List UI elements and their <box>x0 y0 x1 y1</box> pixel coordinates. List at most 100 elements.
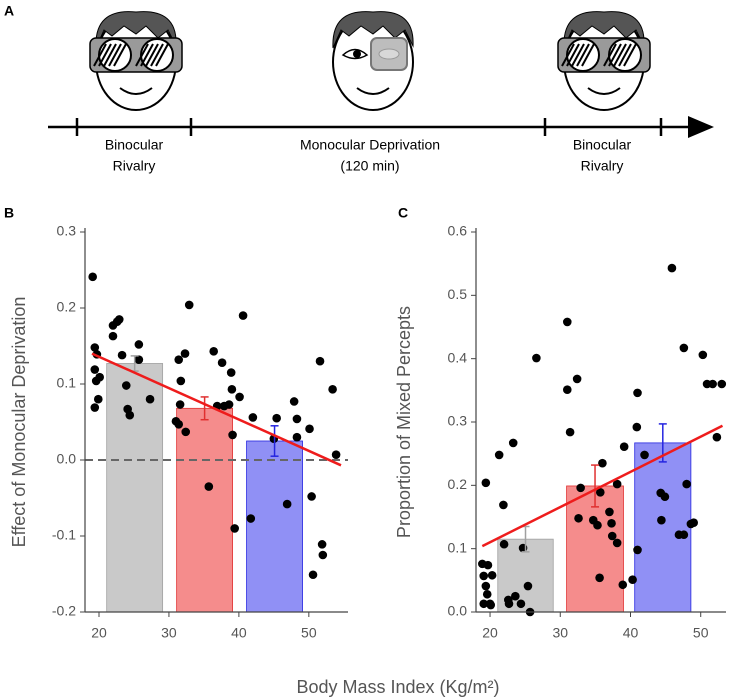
data-point <box>230 524 239 533</box>
data-point <box>523 581 533 591</box>
data-point <box>176 376 186 386</box>
y-tick-label: 0.1 <box>57 375 77 391</box>
data-point <box>565 427 575 437</box>
data-point <box>660 492 670 502</box>
data-point <box>679 343 689 353</box>
data-point <box>576 483 585 493</box>
grating-stripe <box>571 43 585 67</box>
face-hair <box>563 11 645 49</box>
data-point <box>607 531 617 541</box>
data-point <box>121 381 131 390</box>
data-point <box>315 356 325 366</box>
face-smile <box>356 87 390 95</box>
grating-stripe <box>576 43 590 67</box>
grating-stripe <box>623 43 637 67</box>
data-point <box>180 349 190 358</box>
x-tick-label: 40 <box>623 625 639 641</box>
phase-label: Rivalry <box>581 158 624 174</box>
face-illustration <box>89 11 183 111</box>
y-tick-label: 0.5 <box>448 286 468 302</box>
data-point <box>562 385 572 395</box>
y-tick-label: 0.0 <box>448 603 468 619</box>
data-point <box>632 422 642 432</box>
grating-stripe <box>145 43 159 67</box>
data-point <box>174 355 184 364</box>
data-point <box>224 400 234 409</box>
y-tick-label: 0.3 <box>57 223 77 239</box>
data-point <box>248 413 258 422</box>
data-point <box>499 539 509 549</box>
x-tick-label: 20 <box>91 625 107 641</box>
y-tick-label: 0.2 <box>448 476 468 492</box>
grating-stripe <box>155 43 169 67</box>
data-point <box>90 343 100 352</box>
data-point <box>108 331 118 341</box>
data-point <box>308 570 318 580</box>
data-point <box>317 540 327 549</box>
data-point <box>134 340 144 349</box>
data-point <box>482 589 492 599</box>
fit-line <box>91 352 342 467</box>
face-hair <box>95 11 177 49</box>
data-point <box>184 300 194 310</box>
data-point <box>209 347 219 356</box>
data-point <box>562 317 572 327</box>
phase-label: Monocular Deprivation <box>300 137 440 153</box>
x-tick-label: 50 <box>301 625 317 641</box>
covered-eye <box>378 48 400 60</box>
pupil <box>353 50 361 58</box>
grating-stripe <box>603 43 617 67</box>
grating-stripe <box>613 43 627 67</box>
x-tick-label: 20 <box>482 625 498 641</box>
y-axis-title: Proportion of Mixed Percepts <box>394 306 414 538</box>
data-point <box>90 403 100 412</box>
phase-label: (120 min) <box>340 158 399 174</box>
phase-label: Binocular <box>105 137 164 153</box>
data-point <box>479 599 489 609</box>
data-point <box>307 492 316 501</box>
data-point <box>328 385 337 394</box>
data-point <box>235 392 244 402</box>
data-point <box>292 414 302 424</box>
data-point <box>114 315 124 324</box>
y-tick-label: 0.0 <box>57 451 77 467</box>
data-point <box>108 321 118 330</box>
data-point <box>175 400 185 409</box>
x-tick-label: 30 <box>161 625 177 641</box>
data-point <box>612 479 622 489</box>
data-point <box>481 478 491 488</box>
grating-stripe <box>103 43 117 67</box>
data-point <box>134 355 144 364</box>
data-point <box>226 368 236 377</box>
data-point <box>305 424 314 434</box>
data-point <box>508 438 518 448</box>
data-point <box>593 520 602 530</box>
data-point <box>227 385 237 394</box>
data-point <box>598 458 607 468</box>
data-point <box>532 353 541 363</box>
face-illustration <box>557 11 651 111</box>
panel-label: B <box>4 205 14 221</box>
data-point <box>516 599 526 609</box>
data-point <box>246 514 256 523</box>
grating-stripe <box>113 43 127 67</box>
data-point <box>717 379 727 389</box>
panel-label: A <box>4 3 14 19</box>
data-point <box>93 394 103 404</box>
data-point <box>494 450 504 460</box>
data-point <box>612 538 622 548</box>
fit-line <box>481 424 724 548</box>
grating-stripe <box>561 43 575 67</box>
data-point <box>628 575 637 584</box>
grating-stripe <box>98 43 112 67</box>
data-point <box>633 545 642 555</box>
bar <box>106 363 164 613</box>
error-bar <box>591 464 600 508</box>
data-point <box>504 599 514 609</box>
x-axis-title: Body Mass Index (Kg/m²) <box>296 677 499 697</box>
data-point <box>667 263 677 273</box>
bar <box>176 407 233 613</box>
data-point <box>481 581 491 591</box>
data-point <box>657 515 666 525</box>
